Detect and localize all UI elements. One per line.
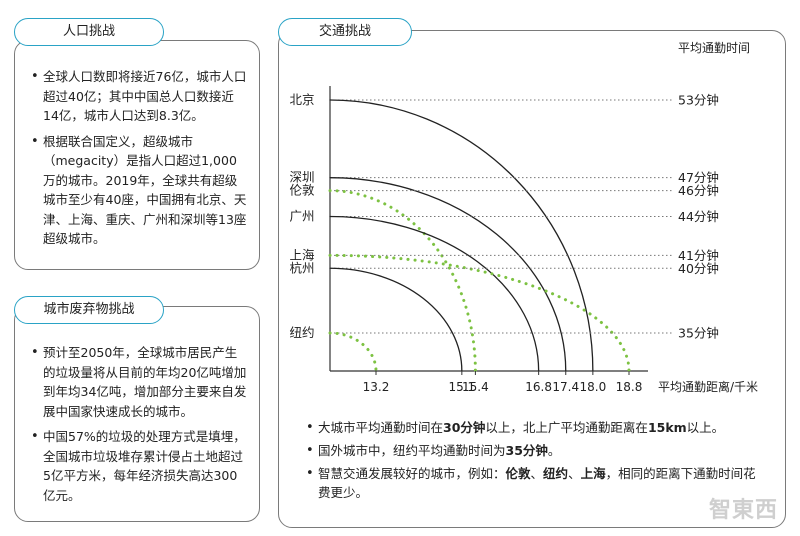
population-list: 全球人口数即将接近76亿，城市人口超过40亿；其中中国总人口数接近14亿，城市人… [31,67,249,255]
note-bold: 15km [647,420,687,435]
time-label: 41分钟 [678,248,719,263]
city-label: 伦敦 [289,183,315,198]
time-label: 47分钟 [678,170,719,185]
note-bold: 35分钟 [505,443,548,458]
watermark-logo: 智東西 [708,498,778,523]
list-item: 国外城市中，纽约平均通勤时间为35分钟。 [306,441,766,460]
note-text: 智慧交通发展较好的城市，例如： [318,466,506,481]
note-text: 、 [530,466,544,481]
time-label: 53分钟 [678,93,719,108]
note-bold: 30分钟 [443,420,486,435]
list-item: 根据联合国定义，超级城市（megacity）是指人口超过1,000万的城市。20… [31,132,249,249]
x-tick-label: 15.4 [462,380,489,394]
note-text: 以上。 [686,420,725,435]
list-item: 智慧交通发展较好的城市，例如：伦敦、纽约、上海，相同的距离下通勤时间花费更少。 [306,464,766,502]
traffic-title: 交通挑战 [278,18,412,46]
commute-arc-北京 [329,99,594,372]
x-tick-label: 18.0 [579,380,606,394]
x-axis-title: 平均通勤距离/千米 [658,379,758,394]
x-tick-label: 16.8 [525,380,552,394]
traffic-notes: 大城市平均通勤时间在30分钟以上，北上广平均通勤距离在15km以上。 国外城市中… [306,418,766,506]
population-panel: 全球人口数即将接近76亿，城市人口超过40亿；其中中国总人口数接近14亿，城市人… [14,40,260,270]
commute-arc-深圳 [329,177,567,372]
city-label: 深圳 [289,170,314,185]
list-item: 大城市平均通勤时间在30分钟以上，北上广平均通勤距离在15km以上。 [306,418,766,437]
x-tick-label: 13.2 [363,380,390,394]
x-tick-label: 17.4 [552,380,579,394]
list-item: 全球人口数即将接近76亿，城市人口超过40亿；其中中国总人口数接近14亿，城市人… [31,67,249,126]
city-label: 北京 [289,92,314,107]
time-label: 46分钟 [678,183,719,198]
commute-arc-广州 [329,215,540,372]
commute-arc-上海 [328,253,631,373]
city-label: 广州 [289,209,314,224]
time-label: 35分钟 [678,326,719,341]
waste-list: 预计至2050年，全球城市居民产生的垃圾量将从目前的年均20亿吨增加到年均34亿… [31,343,249,511]
note-text: ，相同的距离下通勤时间花费更少。 [318,466,756,500]
time-label: 44分钟 [678,209,719,224]
waste-panel: 预计至2050年，全球城市居民产生的垃圾量将从目前的年均20亿吨增加到年均34亿… [14,306,260,522]
waste-title: 城市废弃物挑战 [14,296,164,324]
x-tick-label: 18.8 [616,380,643,394]
y-axis-title: 平均通勤时间 [678,41,750,55]
time-label: 40分钟 [678,261,719,276]
commute-arc-伦敦 [328,189,477,373]
list-item: 中国57%的垃圾的处理方式是填埋，全国城市垃圾堆存累计侵占土地超过5亿平方米，每… [31,427,249,505]
commute-arc-纽约 [328,331,378,373]
x-tick-label: 15.1 [448,380,475,394]
note-bold: 伦敦 [505,466,531,481]
note-bold: 上海 [580,466,606,481]
note-text: 大城市平均通勤时间在 [318,420,444,435]
note-text: 。 [547,443,561,458]
city-label: 上海 [289,247,315,262]
population-title: 人口挑战 [14,18,164,46]
city-label: 纽约 [289,325,314,340]
city-label: 杭州 [289,260,314,275]
note-text: 、 [568,466,581,481]
note-bold: 纽约 [543,466,569,481]
note-text: 国外城市中，纽约平均通勤时间为 [318,443,506,458]
list-item: 预计至2050年，全球城市居民产生的垃圾量将从目前的年均20亿吨增加到年均34亿… [31,343,249,421]
note-text: 以上，北上广平均通勤距离在 [485,420,648,435]
commute-arc-杭州 [329,267,463,372]
